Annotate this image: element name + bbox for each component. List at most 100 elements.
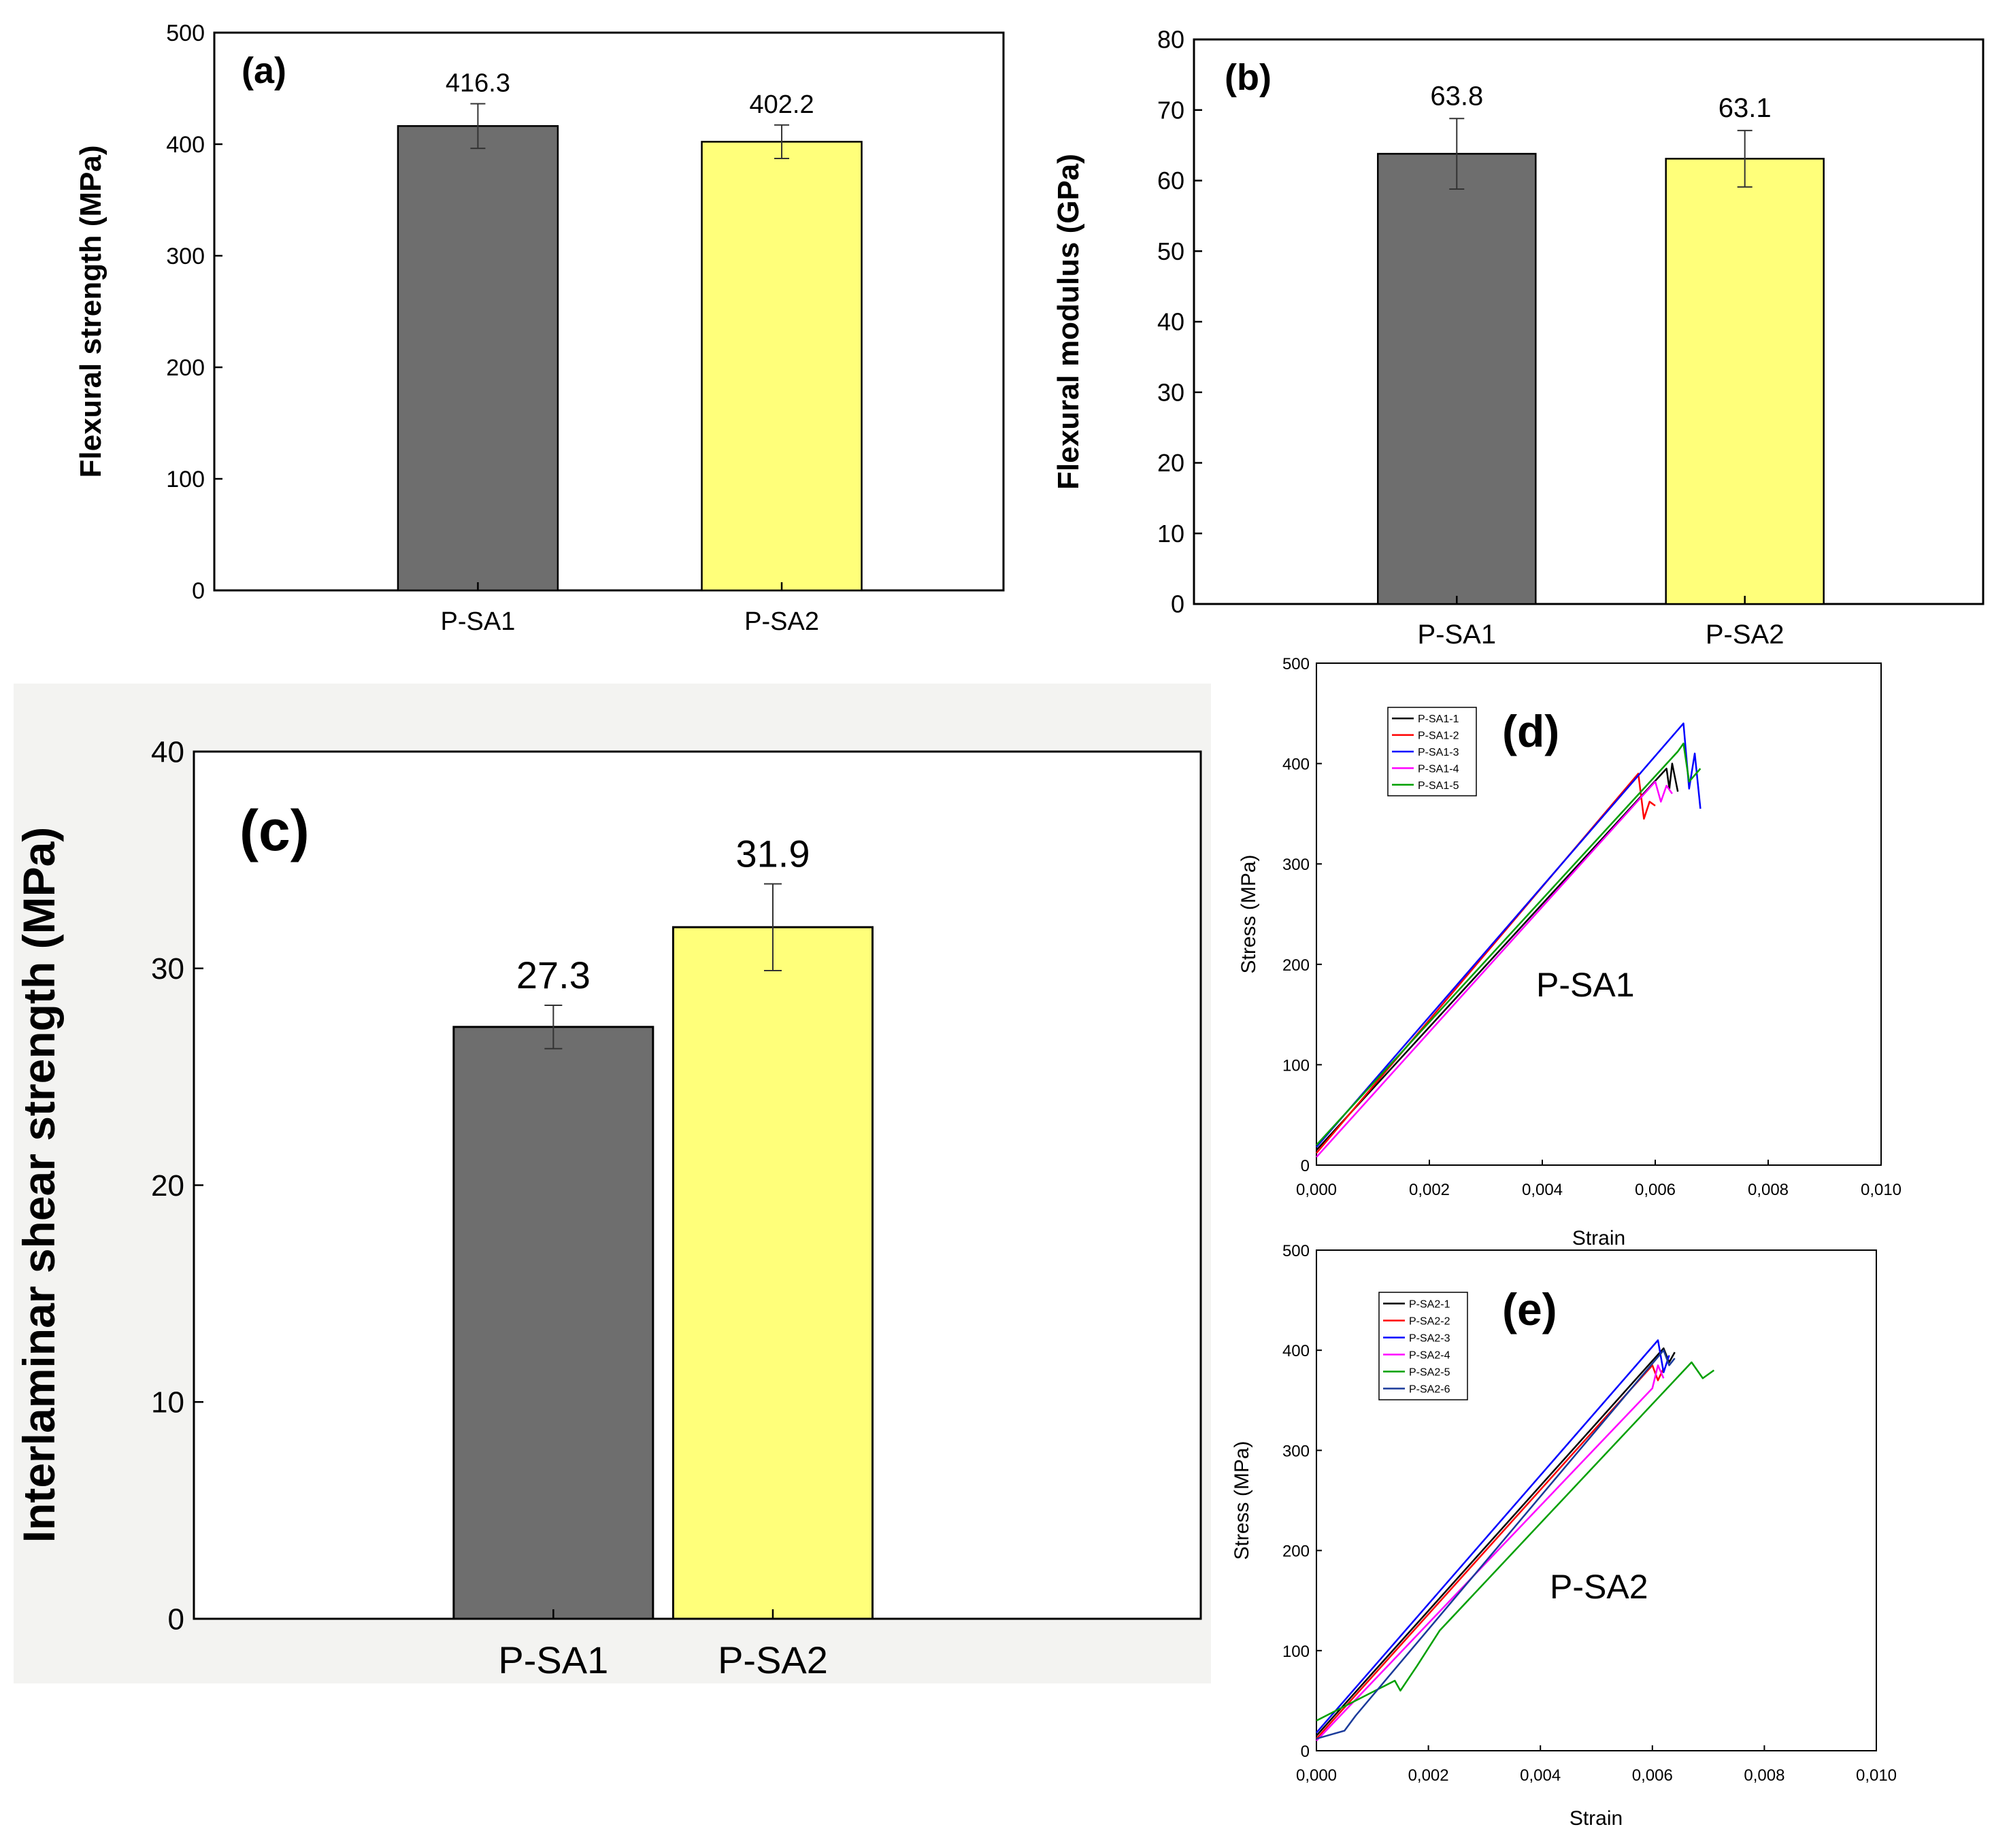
panel-a-categories: P-SA1 P-SA2 — [441, 582, 819, 636]
y-tick-label: 200 — [1282, 956, 1310, 975]
panel-c-interlaminar-shear: 0 10 20 30 40 27.3 31.9 P-SA1 P-SA2 (c) Interl… — [14, 684, 1211, 1683]
panel-a-flexural-strength: 0 100 200 300 400 500 416.3 402.2 P-SA1 P-SA2 (… — [74, 20, 1005, 636]
x-tick-label: 0,000 — [1296, 1766, 1337, 1785]
x-tick-label: 0,006 — [1632, 1766, 1673, 1785]
legend-entry: P-SA2-6 — [1409, 1384, 1450, 1396]
panel-c-y-axis-title: Interlaminar shear strength (MPa) — [14, 827, 64, 1543]
panel-a-bars: 416.3 402.2 — [397, 69, 863, 592]
panel-a-plot-area — [213, 31, 1005, 592]
panel-e-legend: P-SA2-1 P-SA2-2 P-SA2-3 P-SA2-4 P-SA2-5 P-SA2… — [1378, 1292, 1468, 1400]
x-tick-label: 0,006 — [1635, 1181, 1676, 1199]
panel-c-y-ticks: 0 10 20 30 40 — [151, 735, 203, 1636]
y-tick-label: 70 — [1157, 96, 1184, 124]
value-label: 416.3 — [446, 69, 510, 97]
panel-e-y-axis-title: Stress (MPa) — [1231, 1441, 1253, 1560]
y-tick-label: 0 — [1301, 1743, 1310, 1761]
y-tick-label: 500 — [1282, 1242, 1310, 1260]
panel-b-bars: 63.8 63.1 — [1377, 81, 1825, 605]
y-tick-label: 500 — [166, 20, 205, 46]
series-line-p-sa1-5 — [1316, 742, 1701, 1146]
y-tick-label: 200 — [166, 355, 205, 381]
panel-e-label: (e) — [1502, 1284, 1557, 1334]
y-tick-label: 400 — [166, 132, 205, 158]
category-label: P-SA1 — [441, 607, 516, 636]
x-tick-label: 0,010 — [1856, 1766, 1897, 1785]
bar-p-sa1 — [452, 1026, 654, 1620]
category-label: P-SA2 — [744, 607, 819, 636]
legend-entry: P-SA2-5 — [1409, 1367, 1450, 1379]
y-tick-label: 20 — [151, 1169, 184, 1203]
panel-a-y-axis-title: Flexural strength (MPa) — [74, 146, 107, 478]
series-line-p-sa2-4 — [1316, 1364, 1665, 1742]
y-tick-label: 0 — [192, 578, 205, 604]
y-tick-label: 20 — [1157, 449, 1184, 477]
panel-b-plot-area — [1193, 38, 1985, 605]
panel-b-y-axis-title: Flexural modulus (GPa) — [1052, 154, 1085, 490]
x-tick-label: 0,002 — [1409, 1181, 1450, 1199]
x-tick-label: 0,000 — [1296, 1181, 1337, 1199]
value-label: 402.2 — [749, 90, 814, 119]
y-tick-label: 100 — [1282, 1643, 1310, 1661]
series-line-p-sa2-6 — [1316, 1349, 1676, 1740]
value-label: 63.8 — [1430, 81, 1483, 111]
panel-b-label: (b) — [1225, 57, 1272, 98]
y-tick-label: 200 — [1282, 1543, 1310, 1561]
legend-entry: P-SA1-4 — [1418, 763, 1459, 775]
y-tick-label: 300 — [1282, 1442, 1310, 1460]
legend-entry: P-SA1-1 — [1418, 713, 1459, 725]
y-tick-label: 300 — [166, 243, 205, 269]
x-tick-label: 0,002 — [1408, 1766, 1449, 1785]
legend-entry: P-SA2-2 — [1409, 1316, 1450, 1328]
value-label: 31.9 — [736, 833, 810, 875]
panel-d-y-axis-title: Stress (MPa) — [1238, 854, 1260, 973]
panel-a-label: (a) — [242, 50, 286, 91]
panel-e-ticks: 0 100 200 300 400 500 0,000 0,002 0,004 0,006 0,00… — [1282, 1242, 1897, 1785]
legend-entry: P-SA1-5 — [1418, 780, 1459, 792]
panel-d-stress-strain-psa1: 0 100 200 300 400 500 0,000 0,002 0,004 0,006 0,00… — [1238, 655, 1902, 1249]
value-label: 63.1 — [1719, 93, 1772, 123]
y-tick-label: 40 — [1157, 308, 1184, 336]
y-tick-label: 300 — [1282, 856, 1310, 874]
panel-d-ticks: 0 100 200 300 400 500 0,000 0,002 0,004 0,006 0,00… — [1282, 655, 1902, 1199]
panel-b-y-ticks: 0 10 20 30 40 50 60 70 80 — [1157, 26, 1202, 618]
panel-e-annotation: P-SA2 — [1550, 1568, 1648, 1606]
legend-entry: P-SA1-3 — [1418, 747, 1459, 758]
y-tick-label: 0 — [1301, 1157, 1310, 1175]
category-label: P-SA1 — [498, 1639, 608, 1681]
legend-entry: P-SA1-2 — [1418, 730, 1459, 742]
y-tick-label: 400 — [1282, 756, 1310, 774]
panel-e-x-axis-title: Strain — [1570, 1807, 1623, 1830]
series-line-p-sa2-2 — [1316, 1364, 1665, 1740]
legend-box — [1378, 1292, 1468, 1400]
bar-p-sa2 — [672, 926, 874, 1620]
y-tick-label: 400 — [1282, 1342, 1310, 1360]
y-tick-label: 50 — [1157, 237, 1184, 265]
y-tick-label: 0 — [1171, 590, 1184, 618]
category-label: P-SA2 — [718, 1639, 828, 1681]
bar-p-sa2 — [1665, 158, 1825, 605]
legend-entry: P-SA2-4 — [1409, 1350, 1450, 1362]
y-tick-label: 500 — [1282, 655, 1310, 673]
series-line-p-sa1-4 — [1316, 780, 1673, 1158]
y-tick-label: 10 — [151, 1386, 184, 1419]
y-tick-label: 10 — [1157, 520, 1184, 548]
bar-p-sa1 — [1377, 152, 1537, 605]
panel-c-categories: P-SA1 P-SA2 — [498, 1609, 828, 1681]
value-label: 27.3 — [516, 954, 591, 996]
x-tick-label: 0,008 — [1748, 1181, 1789, 1199]
panel-d-series — [1316, 722, 1701, 1158]
panel-a-y-ticks: 0 100 200 300 400 500 — [166, 20, 222, 604]
panel-d-legend: P-SA1-1 P-SA1-2 P-SA1-3 P-SA1-4 P-SA1-5 — [1387, 707, 1477, 796]
x-tick-label: 0,004 — [1522, 1181, 1563, 1199]
y-tick-label: 30 — [1157, 378, 1184, 406]
x-tick-label: 0,010 — [1861, 1181, 1902, 1199]
panel-d-label: (d) — [1502, 706, 1559, 756]
y-tick-label: 100 — [166, 467, 205, 492]
y-tick-label: 40 — [151, 735, 184, 769]
panel-c-label: (c) — [239, 799, 310, 862]
panel-d-x-axis-title: Strain — [1572, 1227, 1625, 1249]
panel-e-series — [1316, 1339, 1715, 1742]
panel-c-bars: 27.3 31.9 — [452, 833, 874, 1620]
category-label: P-SA1 — [1417, 620, 1496, 650]
